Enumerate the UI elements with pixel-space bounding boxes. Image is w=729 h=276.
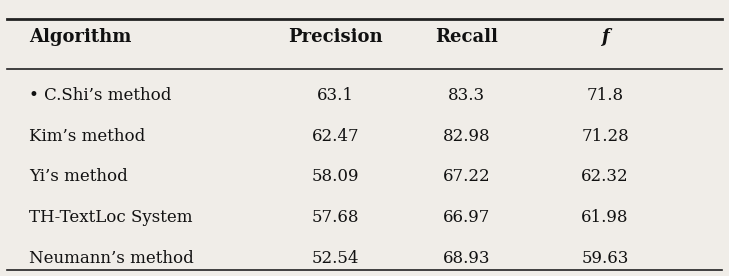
Text: 62.32: 62.32 xyxy=(581,168,629,185)
Text: 71.8: 71.8 xyxy=(587,87,623,104)
Text: Yi’s method: Yi’s method xyxy=(29,168,128,185)
Text: f: f xyxy=(601,28,609,46)
Text: 83.3: 83.3 xyxy=(448,87,485,104)
Text: Algorithm: Algorithm xyxy=(29,28,131,46)
Text: TH-TextLoc System: TH-TextLoc System xyxy=(29,209,192,226)
Text: 68.93: 68.93 xyxy=(443,250,491,267)
Text: 63.1: 63.1 xyxy=(317,87,354,104)
Text: 59.63: 59.63 xyxy=(582,250,628,267)
Text: Kim’s method: Kim’s method xyxy=(29,128,145,145)
Text: 61.98: 61.98 xyxy=(581,209,629,226)
Text: 66.97: 66.97 xyxy=(443,209,490,226)
Text: 62.47: 62.47 xyxy=(311,128,359,145)
Text: Precision: Precision xyxy=(288,28,383,46)
Text: 82.98: 82.98 xyxy=(443,128,491,145)
Text: 71.28: 71.28 xyxy=(581,128,629,145)
Text: • C.Shi’s method: • C.Shi’s method xyxy=(29,87,171,104)
Text: 57.68: 57.68 xyxy=(311,209,359,226)
Text: 67.22: 67.22 xyxy=(443,168,491,185)
Text: 58.09: 58.09 xyxy=(311,168,359,185)
Text: Recall: Recall xyxy=(435,28,498,46)
Text: 52.54: 52.54 xyxy=(311,250,359,267)
Text: Neumann’s method: Neumann’s method xyxy=(29,250,194,267)
